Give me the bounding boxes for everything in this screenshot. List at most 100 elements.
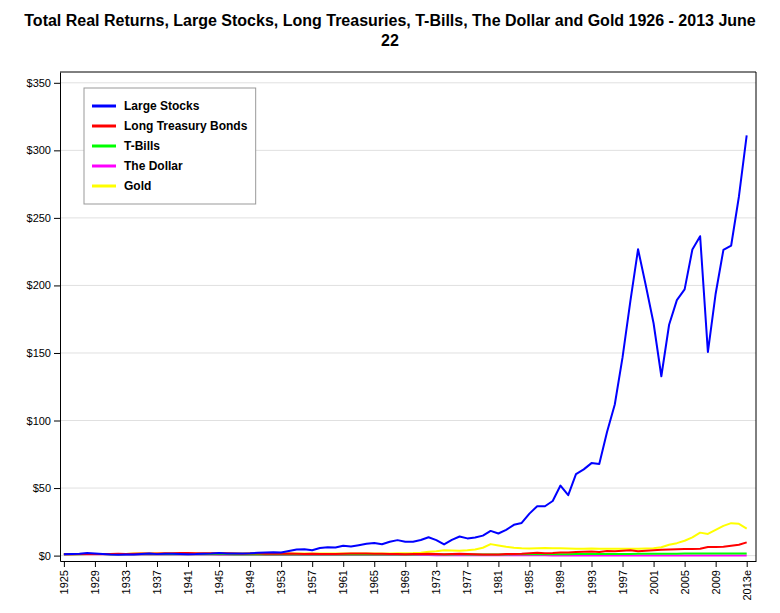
tick-label: 1945	[213, 570, 225, 594]
legend-swatch	[92, 165, 116, 168]
tick: $150	[27, 347, 60, 359]
legend-label: Gold	[124, 179, 151, 193]
tick-mark	[685, 561, 686, 567]
tick: 1953	[275, 561, 287, 594]
tick-label: 1941	[182, 570, 194, 594]
tick-label: 2009	[710, 570, 722, 594]
legend-swatch	[92, 145, 116, 148]
tick-mark	[157, 561, 158, 567]
tick-label: 2005	[679, 570, 691, 594]
tick-mark	[126, 561, 127, 567]
tick-mark	[716, 561, 717, 567]
grid-line	[60, 285, 756, 286]
tick-mark	[374, 561, 375, 567]
tick: 1993	[586, 561, 598, 594]
grid-line	[60, 352, 756, 353]
tick: 1925	[58, 561, 70, 594]
tick-mark	[436, 561, 437, 567]
grid-line	[60, 82, 756, 83]
tick-mark	[64, 561, 65, 567]
title: Total Real Returns, Large Stocks, Long T…	[24, 12, 756, 49]
tick-label: 1925	[58, 570, 70, 594]
tick-label: 1965	[368, 570, 380, 594]
tick: 1981	[492, 561, 504, 594]
tick-label: $50	[33, 482, 51, 494]
tick-label: $250	[27, 212, 51, 224]
tick-label: 1989	[554, 570, 566, 594]
tick-mark	[250, 561, 251, 567]
tick: $250	[27, 212, 60, 224]
tick-label: 1961	[337, 570, 349, 594]
tick-label: 1993	[586, 570, 598, 594]
tick-label: 1985	[523, 570, 535, 594]
tick: 1969	[399, 561, 411, 594]
tick: $0	[39, 550, 60, 562]
tick: $350	[27, 77, 60, 89]
tick: $300	[27, 144, 60, 156]
tick: $50	[33, 482, 60, 494]
axis-line	[60, 73, 61, 562]
plot-frame	[60, 72, 756, 561]
legend-box	[84, 88, 256, 204]
tick-mark	[95, 561, 96, 567]
tick-label: 1997	[617, 570, 629, 594]
tick-mark	[654, 561, 655, 567]
legend-label: Large Stocks	[124, 99, 200, 113]
tick-label: 1953	[275, 570, 287, 594]
tick-mark	[498, 561, 499, 567]
tick-mark	[405, 561, 406, 567]
grid-line	[60, 488, 756, 489]
tick: 1997	[617, 561, 629, 594]
legend-label: T-Bills	[124, 139, 160, 153]
tick-label: $200	[27, 279, 51, 291]
tick-label: 1933	[120, 570, 132, 594]
tick-label: 1957	[306, 570, 318, 594]
plot: 1925 1929 1933 1937 1941 1945 1949 1953 1957 1961…	[27, 72, 757, 601]
legend-item: Gold	[92, 179, 151, 193]
tick: 1965	[368, 561, 380, 594]
y-axis: $0 $50 $100 $150 $200 $250 $300 $350	[27, 73, 61, 562]
tick: $100	[27, 415, 60, 427]
tick-label: $350	[27, 77, 51, 89]
tick: 1937	[151, 561, 163, 594]
axis-line	[61, 561, 757, 562]
x-axis: 1925 1929 1933 1937 1941 1945 1949 1953 1957 1961…	[58, 561, 757, 601]
tick-mark	[747, 561, 748, 567]
tick: 1949	[244, 561, 256, 594]
tick-label: 1973	[430, 570, 442, 594]
tick-label: 2013e	[741, 570, 753, 601]
legend-item: Large Stocks	[92, 99, 200, 113]
tick-mark	[54, 488, 60, 489]
legend-item: T-Bills	[92, 139, 160, 153]
legend-swatch	[92, 105, 116, 108]
legend-item: The Dollar	[92, 159, 183, 173]
chart: Total Real Returns, Large Stocks, Long T…	[0, 0, 780, 613]
tick-mark	[54, 421, 60, 422]
tick-label: $0	[39, 550, 51, 562]
tick-label: 1949	[244, 570, 256, 594]
grid	[60, 83, 756, 556]
legend-swatch	[92, 185, 116, 188]
tick: 1941	[182, 561, 194, 594]
tick-mark	[281, 561, 282, 567]
tick: 2009	[710, 561, 722, 594]
legend: Large Stocks Long Treasury Bonds T-Bills Th…	[84, 88, 256, 204]
legend-label: Long Treasury Bonds	[124, 119, 248, 133]
tick-mark	[54, 83, 60, 84]
tick-mark	[54, 556, 60, 557]
tick-label: 1937	[151, 570, 163, 594]
tick: 2013e	[741, 561, 753, 601]
tick-mark	[54, 285, 60, 286]
tick: 1929	[89, 561, 101, 594]
tick: 2005	[679, 561, 691, 594]
tick-mark	[219, 561, 220, 567]
tick-mark	[592, 561, 593, 567]
tick-mark	[312, 561, 313, 567]
tick-mark	[623, 561, 624, 567]
tick-mark	[54, 353, 60, 354]
tick-label: $100	[27, 415, 51, 427]
tick: 1961	[337, 561, 349, 594]
tick-label: $300	[27, 144, 51, 156]
legend-item: Long Treasury Bonds	[92, 119, 248, 133]
tick-mark	[467, 561, 468, 567]
